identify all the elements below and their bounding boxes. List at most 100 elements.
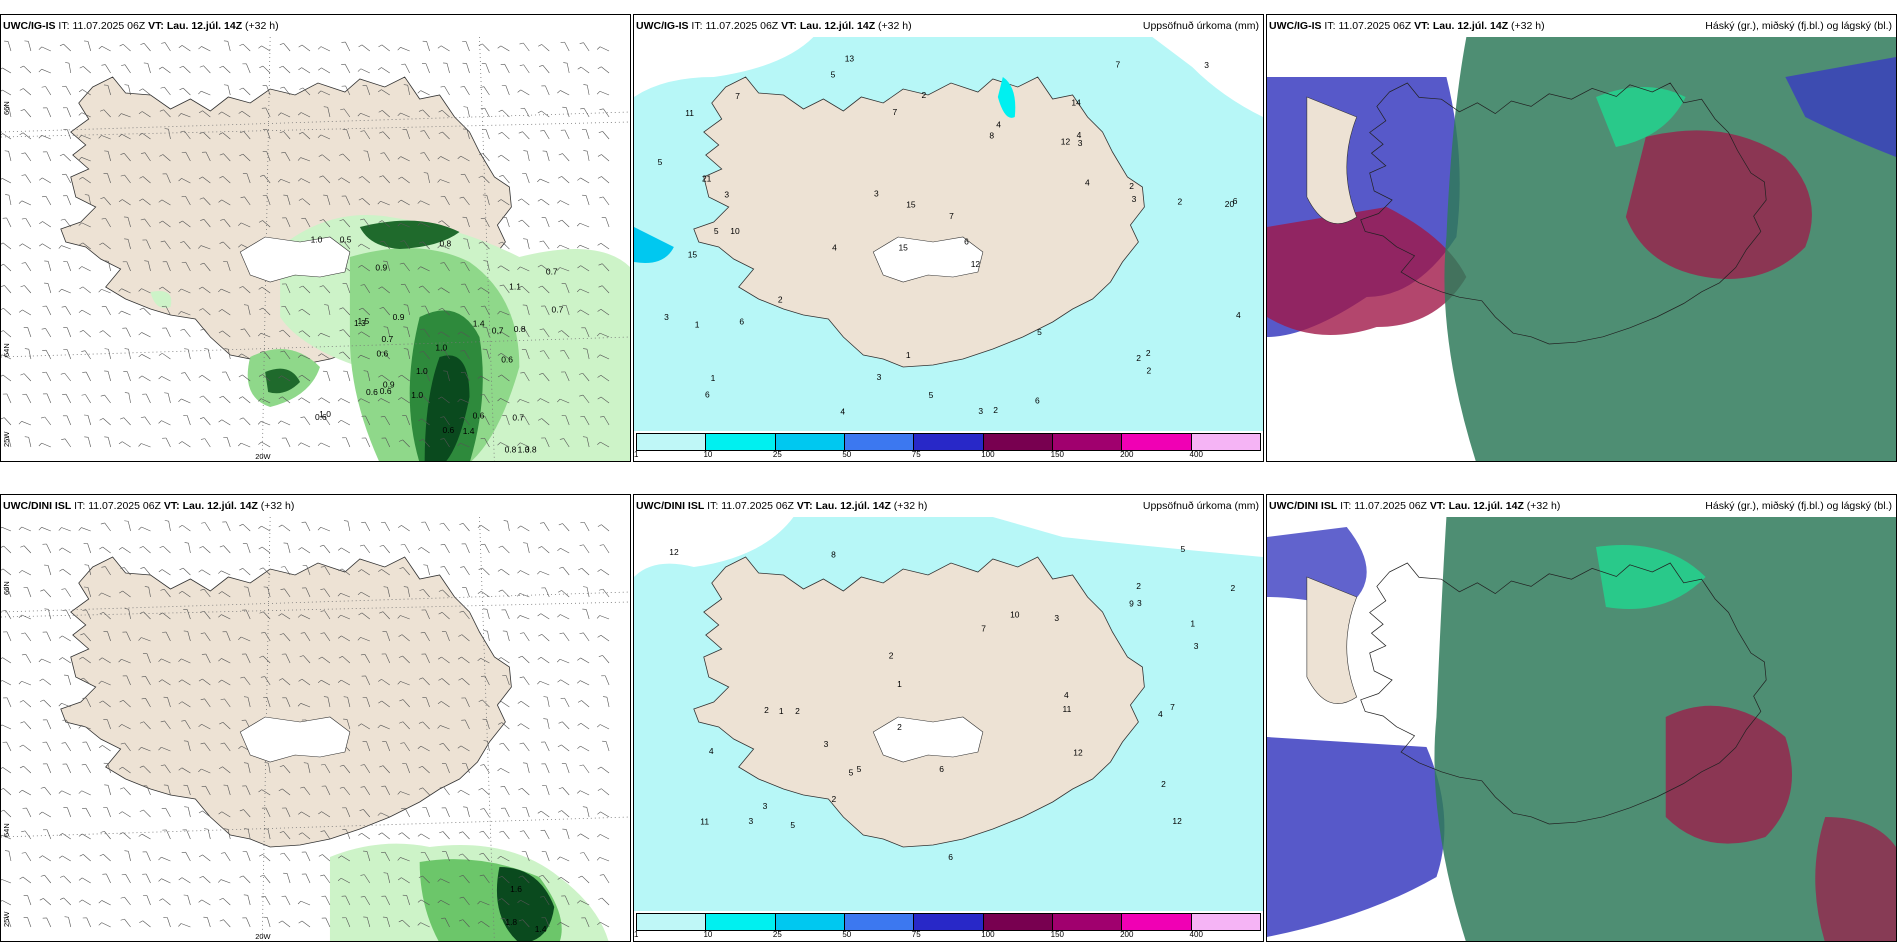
mid-cloud-area [1267, 737, 1445, 937]
lat-64n-label: 64N [2, 343, 11, 357]
wind-barb [59, 153, 71, 162]
wind-barb [4, 150, 12, 162]
wind-barb [337, 614, 351, 620]
it-label: IT: [58, 20, 70, 32]
wind-barb [503, 520, 510, 532]
wind-barb [222, 631, 231, 642]
precip-value: 4 [832, 242, 837, 252]
wind-barb [423, 564, 430, 576]
wind-barb [42, 305, 52, 316]
wind-barb [98, 680, 111, 686]
wind-barb [502, 630, 510, 642]
wind-barb [397, 681, 410, 686]
wind-barb [243, 586, 251, 598]
precip-value: 1.6 [510, 884, 522, 894]
precip-area [359, 220, 460, 249]
wind-barb [478, 241, 490, 250]
wind-barb [558, 721, 570, 730]
wind-barb [558, 787, 570, 796]
wind-barb [497, 154, 510, 162]
wind-barb [1, 330, 12, 338]
wind-barb [322, 370, 331, 382]
wind-barb [118, 766, 131, 774]
wind-barb [282, 283, 291, 294]
wind-barb [242, 63, 251, 74]
wind-barb [440, 544, 450, 554]
wind-barb [577, 900, 590, 906]
wind-barb [18, 570, 32, 576]
wind-barb [1, 900, 12, 906]
precip-value: 1.3 [518, 445, 530, 455]
wind-barb [502, 216, 510, 228]
precip-value: 5 [831, 69, 836, 79]
precip-value: 3 [1132, 194, 1137, 204]
wind-barb [477, 591, 490, 598]
wind-barb [279, 131, 291, 140]
wind-barb [323, 696, 331, 708]
wind-barb [518, 919, 530, 928]
wind-barb [121, 64, 131, 74]
wind-barb [4, 436, 12, 448]
cloud-cover-map [1267, 517, 1896, 941]
wind-barb [517, 593, 530, 598]
wind-barb [561, 763, 570, 774]
wind-barb [138, 132, 151, 140]
precip-value: 3 [724, 189, 729, 199]
wind-barb [139, 611, 151, 620]
colorbar-swatch [844, 434, 915, 450]
precip-area [634, 37, 814, 97]
wind-barb [198, 569, 211, 576]
wind-barb [501, 807, 510, 818]
wind-barb [537, 810, 550, 818]
wind-barb [422, 40, 430, 52]
wind-barb [138, 747, 151, 752]
wind-barb [81, 764, 91, 774]
wind-barb [258, 854, 271, 862]
wind-barb [301, 521, 311, 532]
precip-value: 2 [1136, 581, 1141, 591]
precip-value: 3 [1054, 613, 1059, 623]
wind-barb [418, 875, 430, 884]
wind-barb [401, 63, 410, 74]
precip-value: 0.7 [512, 412, 524, 422]
wind-barb [341, 85, 351, 96]
wind-barb [143, 62, 151, 74]
lead-time: (+32 h) [1526, 500, 1561, 512]
wind-barb [419, 439, 430, 448]
wind-barb [558, 176, 570, 184]
lon-25w-label: 25W [2, 431, 11, 447]
precip-colorbar: 1 10 25 50 75 100 150 200 400 [634, 431, 1263, 461]
precip-value: 0.6 [501, 354, 513, 364]
wind-barb [361, 415, 371, 426]
wind-barb [62, 173, 72, 184]
wind-barb [559, 566, 570, 576]
wind-barb [418, 721, 430, 730]
wind-barb [597, 634, 610, 642]
wind-barb [41, 328, 52, 338]
wind-barb [1, 178, 12, 184]
lat-66n-label: 66N [2, 581, 11, 595]
wind-barb [579, 42, 590, 52]
wind-barb [1, 89, 12, 96]
wind-barb [300, 416, 311, 426]
wind-barb [220, 742, 231, 752]
wind-barb [242, 851, 251, 862]
wind-barb [1, 263, 12, 272]
wind-barb [420, 130, 430, 140]
wind-barb [118, 134, 131, 140]
wind-barb [499, 284, 510, 294]
wind-barb [541, 305, 550, 316]
wind-barb [318, 656, 331, 664]
wind-barb [98, 45, 111, 52]
wind-barb [457, 442, 470, 448]
wind-barb [438, 307, 450, 316]
wind-barb [242, 609, 251, 620]
wind-barb [297, 614, 311, 620]
precip-value: 1 [779, 706, 784, 716]
wind-barb [377, 812, 390, 818]
wind-barb [399, 699, 410, 708]
wind-barb [178, 679, 191, 686]
wind-barb [242, 917, 251, 928]
wind-barb [541, 437, 550, 448]
wind-barb [22, 393, 32, 404]
